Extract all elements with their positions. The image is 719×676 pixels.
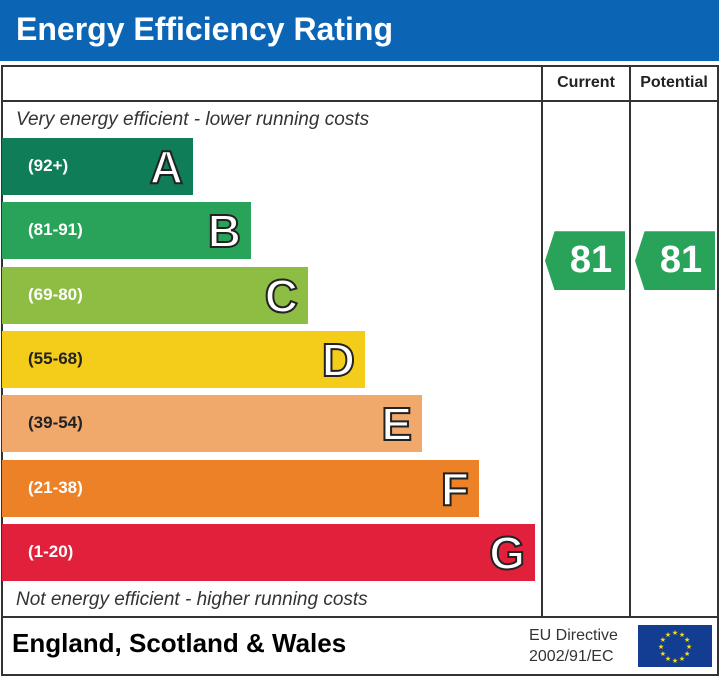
- star-icon: ★: [672, 629, 678, 637]
- title: Energy Efficiency Rating: [16, 11, 393, 47]
- band-letter: G: [488, 526, 526, 580]
- band-range: (69-80): [28, 284, 83, 304]
- band-letter: E: [380, 397, 413, 451]
- star-icon: ★: [665, 631, 671, 639]
- band-B: (81-91) B: [2, 202, 251, 260]
- bottom-note: Not energy efficient - higher running co…: [16, 589, 368, 610]
- column-potential: Potential: [640, 74, 708, 91]
- band-range: (55-68): [28, 348, 83, 368]
- divider: [541, 65, 543, 617]
- band-letter: F: [440, 462, 470, 516]
- band-letter: A: [149, 140, 184, 194]
- star-icon: ★: [686, 643, 692, 651]
- band-range: (21-38): [28, 477, 83, 497]
- band-D: (55-68) D: [2, 330, 365, 388]
- band-A: (92+) A: [2, 138, 193, 195]
- star-icon: ★: [672, 657, 678, 665]
- divider: [1, 100, 719, 102]
- directive-line2: 2002/91/EC: [529, 648, 614, 665]
- star-icon: ★: [684, 636, 690, 644]
- star-icon: ★: [665, 655, 671, 663]
- eu-flag-icon: ★ ★ ★ ★ ★ ★ ★ ★ ★ ★ ★ ★: [638, 625, 712, 667]
- current-rating-arrow: 81: [545, 231, 625, 291]
- column-current: Current: [557, 74, 615, 91]
- band-F: (21-38) F: [2, 459, 479, 517]
- potential-value: 81: [659, 239, 703, 282]
- band-letter: C: [264, 269, 299, 323]
- star-icon: ★: [679, 655, 685, 663]
- star-icon: ★: [679, 631, 685, 639]
- star-icon: ★: [660, 650, 666, 658]
- region-label: England, Scotland & Wales: [12, 628, 347, 658]
- band-range: (92+): [28, 156, 69, 175]
- current-value: 81: [569, 239, 613, 282]
- divider: [629, 65, 631, 617]
- header: Energy Efficiency Rating: [0, 0, 719, 61]
- band-C: (69-80) C: [2, 266, 308, 324]
- star-icon: ★: [660, 636, 666, 644]
- star-icon: ★: [684, 650, 690, 658]
- band-range: (1-20): [28, 541, 74, 561]
- band-range: (81-91): [28, 220, 83, 240]
- band-G: (1-20) G: [2, 523, 535, 581]
- star-icon: ★: [658, 643, 664, 651]
- top-note: Very energy efficient - lower running co…: [16, 109, 370, 130]
- divider: [1, 616, 719, 618]
- band-letter: B: [207, 204, 242, 258]
- directive-line1: EU Directive: [529, 627, 618, 644]
- band-E: (39-54) E: [2, 395, 422, 453]
- band-letter: D: [321, 333, 356, 387]
- band-range: (39-54): [28, 413, 83, 433]
- potential-rating-arrow: 81: [635, 231, 715, 291]
